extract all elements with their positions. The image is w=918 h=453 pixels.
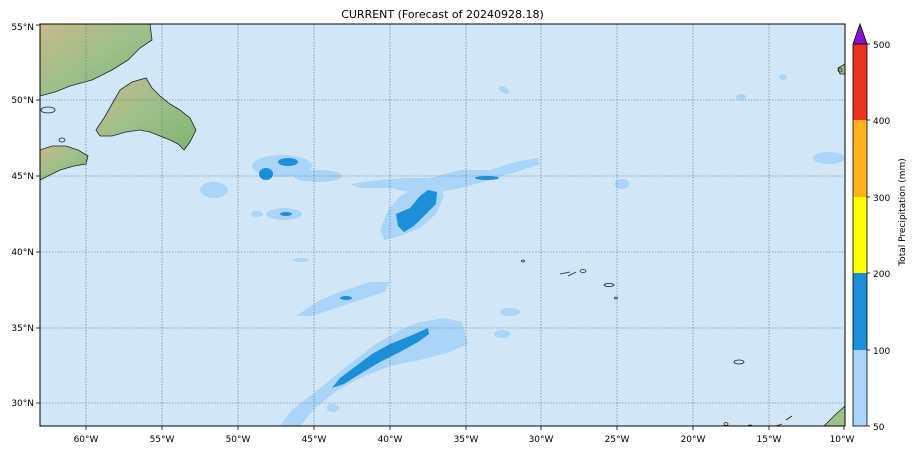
lon-tick-label: 25°W [605,435,630,445]
colorbar-segment-400-500 [853,44,867,120]
lon-tick-label: 15°W [757,435,782,445]
lon-tick-label: 55°W [150,435,175,445]
colorbar-segment-100-200 [853,273,867,350]
lon-tick-label: 10°W [830,435,855,445]
lon-tick-label: 35°W [454,435,479,445]
colorbar-tick-label: 200 [873,270,890,280]
land-africa-coast [823,405,845,426]
colorbar-segment-50-100 [853,350,867,426]
map-title: CURRENT (Forecast of 20240928.18) [341,8,544,21]
colorbar: 50 100 200 300 400 500 Total Precipitati… [852,22,908,433]
colorbar-tick-label: 300 [873,194,890,204]
lon-tick-label: 20°W [681,435,706,445]
lon-tick-label: 30°W [529,435,554,445]
land-newfoundland [40,24,197,181]
map-frame [39,23,846,427]
lat-tick-label: 35°N [11,324,34,334]
colorbar-tick-label: 400 [873,117,890,127]
lon-ticks [85,426,845,430]
colorbar-tick-label: 50 [873,423,885,433]
colorbar-segment-200-300 [853,197,867,273]
gridlines [40,24,845,426]
lat-tick-labels: 30°N 35°N 40°N 45°N 50°N 55°N [11,23,34,409]
lat-ticks [36,24,40,404]
colorbar-extend-arrow [852,22,868,45]
lat-tick-label: 45°N [11,172,34,182]
colorbar-segment-300-400 [853,120,867,197]
lon-tick-labels: 60°W 55°W 50°W 45°W 40°W 35°W 30°W 25°W … [74,435,855,445]
lon-tick-label: 40°W [378,435,403,445]
ocean-background [40,24,845,426]
small-islands [40,67,843,426]
lon-tick-label: 45°W [302,435,327,445]
colorbar-frame [852,43,868,427]
colorbar-axis-label: Total Precipitation (mm) [898,158,908,267]
lat-tick-label: 30°N [11,399,34,409]
lon-tick-label: 50°W [226,435,251,445]
lon-tick-label: 60°W [74,435,99,445]
map-panel [40,24,845,426]
lat-tick-label: 55°N [11,23,34,33]
precip-moderate-areas [259,158,499,388]
lat-tick-label: 40°N [11,248,34,258]
lat-tick-label: 50°N [11,96,34,106]
colorbar-tick-label: 100 [873,347,890,357]
colorbar-tick-label: 500 [873,41,890,51]
